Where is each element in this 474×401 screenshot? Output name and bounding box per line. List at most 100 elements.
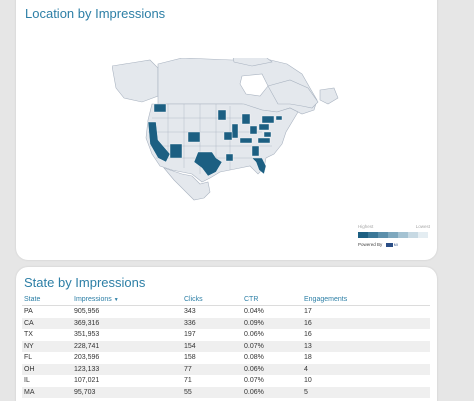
cell-state: PA (24, 308, 33, 316)
legend-swatch (408, 232, 418, 238)
cell-impressions: 123,133 (74, 365, 100, 373)
cell-clicks: 343 (184, 308, 196, 316)
state-co (187, 131, 201, 143)
brand-name: MI (393, 242, 398, 247)
cell-engagements: 16 (304, 331, 312, 339)
cell-clicks: 55 (184, 388, 192, 396)
cell-clicks: 197 (184, 331, 196, 339)
legend-swatch (398, 232, 408, 238)
state-tx (193, 151, 223, 177)
legend-low-label: Lowest (415, 224, 430, 229)
state-ga (251, 145, 260, 157)
state-mn (217, 109, 227, 121)
state-mi (241, 113, 251, 125)
cell-clicks: 154 (184, 342, 196, 350)
legend-swatch (388, 232, 398, 238)
state-ny (261, 115, 275, 124)
powered-by-text: Powered By (358, 242, 383, 247)
state-ma (275, 115, 283, 121)
legend-swatch (358, 232, 368, 238)
cell-impressions: 107,021 (74, 377, 100, 385)
map-card-title: Location by Impressions (25, 6, 166, 21)
region-arctic-islands (232, 58, 273, 67)
table-row[interactable]: OH 123,133 77 0.06% 4 (22, 363, 430, 375)
cell-impressions: 203,596 (74, 354, 100, 362)
state-va (263, 131, 272, 138)
cell-clicks: 77 (184, 365, 192, 373)
state-la (225, 153, 234, 162)
cell-engagements: 10 (304, 377, 312, 385)
cell-ctr: 0.08% (244, 354, 264, 362)
table-row[interactable]: PA 905,956 343 0.04% 17 (22, 306, 430, 318)
cell-impressions: 95,703 (74, 388, 96, 396)
col-header-ctr[interactable]: CTR (244, 296, 259, 303)
legend-high-label: Highest (358, 224, 374, 229)
cell-state: NY (24, 342, 34, 350)
cell-state: OH (24, 365, 35, 373)
legend-swatch (378, 232, 388, 238)
table-body: PA 905,956 343 0.04% 17 CA 369,316 336 0.09% 16 TX… (22, 306, 430, 398)
cell-ctr: 0.07% (244, 342, 264, 350)
region-mexico (163, 167, 211, 201)
state-fl (251, 157, 267, 175)
state-oh (249, 125, 258, 135)
brand-logo-icon (385, 242, 393, 247)
cell-engagements: 16 (304, 319, 312, 327)
col-header-engagements[interactable]: Engagements (304, 296, 348, 303)
col-header-impressions-label: Impressions (74, 296, 112, 303)
state-ca (147, 121, 171, 163)
cell-ctr: 0.07% (244, 377, 264, 385)
table-row[interactable]: CA 369,316 336 0.09% 16 (22, 317, 430, 329)
state-il (231, 123, 239, 139)
cell-state: IL (24, 377, 30, 385)
state-nc (257, 137, 271, 144)
cell-state: TX (24, 331, 33, 339)
table-row[interactable]: TX 351,953 197 0.06% 16 (22, 329, 430, 341)
table-row[interactable]: FL 203,596 158 0.08% 18 (22, 352, 430, 364)
cell-ctr: 0.09% (244, 319, 264, 327)
cell-impressions: 351,953 (74, 331, 100, 339)
state-pa (258, 123, 270, 131)
cell-engagements: 5 (304, 388, 308, 396)
north-america-map[interactable] (112, 58, 342, 208)
region-quebec (267, 79, 319, 109)
col-header-state[interactable]: State (24, 296, 41, 303)
legend-color-scale (358, 232, 428, 238)
region-hudson-bay (239, 73, 269, 97)
cell-clicks: 158 (184, 354, 196, 362)
table-row[interactable]: IL 107,021 71 0.07% 10 (22, 375, 430, 387)
region-newfoundland (319, 87, 339, 105)
table-row[interactable]: MA 95,703 55 0.06% 5 (22, 386, 430, 398)
cell-impressions: 369,316 (74, 319, 100, 327)
state-az (169, 143, 183, 159)
map-card: Location by Impressions (16, 0, 437, 260)
cell-state: MA (24, 388, 35, 396)
state-mo (223, 131, 233, 141)
col-header-impressions[interactable]: Impressions ▼ (74, 296, 184, 303)
table-card: State by Impressions State Impressions ▼ … (16, 267, 437, 401)
cell-engagements: 18 (304, 354, 312, 362)
region-alaska (112, 59, 159, 103)
sort-down-icon[interactable]: ▼ (113, 297, 119, 303)
col-header-clicks[interactable]: Clicks (184, 296, 203, 303)
state-table: State Impressions ▼ Clicks CTR Engagement… (22, 294, 430, 398)
legend-swatch (368, 232, 378, 238)
powered-by: Powered By MI (358, 242, 398, 247)
state-tn (239, 137, 253, 144)
cell-engagements: 17 (304, 308, 312, 316)
cell-impressions: 905,956 (74, 308, 100, 316)
state-wa (153, 103, 167, 113)
cell-state: FL (24, 354, 33, 362)
cell-ctr: 0.04% (244, 308, 264, 316)
cell-engagements: 4 (304, 365, 308, 373)
table-header: State Impressions ▼ Clicks CTR Engagement… (22, 294, 430, 306)
cell-ctr: 0.06% (244, 365, 264, 373)
table-card-title: State by Impressions (24, 275, 146, 290)
cell-ctr: 0.06% (244, 331, 264, 339)
cell-clicks: 71 (184, 377, 192, 385)
table-row[interactable]: NY 228,741 154 0.07% 13 (22, 340, 430, 352)
legend-swatch (418, 232, 428, 238)
cell-ctr: 0.06% (244, 388, 264, 396)
cell-engagements: 13 (304, 342, 312, 350)
cell-impressions: 228,741 (74, 342, 100, 350)
